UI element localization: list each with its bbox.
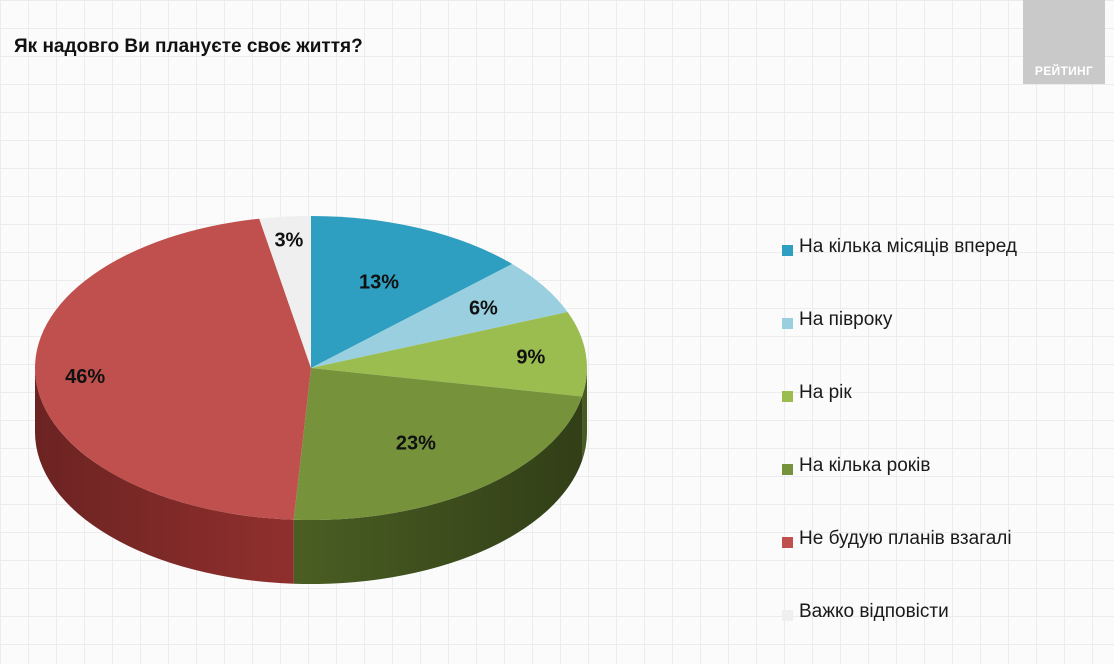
pie-slice-months (311, 216, 513, 368)
data-label-half-year: 6% (469, 298, 498, 320)
legend-swatch (782, 318, 793, 329)
logo-text: РЕЙТИНГ (1034, 64, 1094, 78)
legend-label: На рік (799, 382, 852, 403)
data-label-few-years: 23% (396, 433, 436, 455)
legend-swatch (782, 610, 793, 621)
pie-side-shading (35, 368, 587, 584)
legend-swatch (782, 245, 793, 256)
legend-label: На кілька років (799, 455, 931, 476)
pie-slice-half-year (311, 263, 568, 368)
pie-slice-hard-to-say (259, 216, 311, 368)
legend-label: На кілька місяців вперед (799, 236, 1017, 257)
legend-swatch (782, 464, 793, 475)
pie-slice-no-plans (34, 218, 311, 520)
legend-label: На півроку (799, 309, 893, 330)
data-label-no-plans: 46% (65, 366, 105, 388)
data-labels: 13% 6% 9% 23% 46% 3% (65, 229, 545, 454)
pie-slice-few-years (293, 368, 583, 520)
legend-swatch (782, 537, 793, 548)
pie-slice-year (311, 312, 587, 397)
data-label-year: 9% (516, 347, 545, 369)
rating-logo: РЕЙТИНГ (1023, 0, 1105, 84)
pie-top (34, 216, 587, 520)
legend-label: Не будую планів взагалі (799, 528, 1012, 549)
data-label-hard-to-say: 3% (274, 229, 303, 251)
legend-swatch (782, 391, 793, 402)
data-label-months: 13% (359, 272, 399, 294)
legend-label: Важко відповісти (799, 601, 949, 622)
chart-title: Як надовго Ви плануєте своє життя? (14, 36, 363, 57)
